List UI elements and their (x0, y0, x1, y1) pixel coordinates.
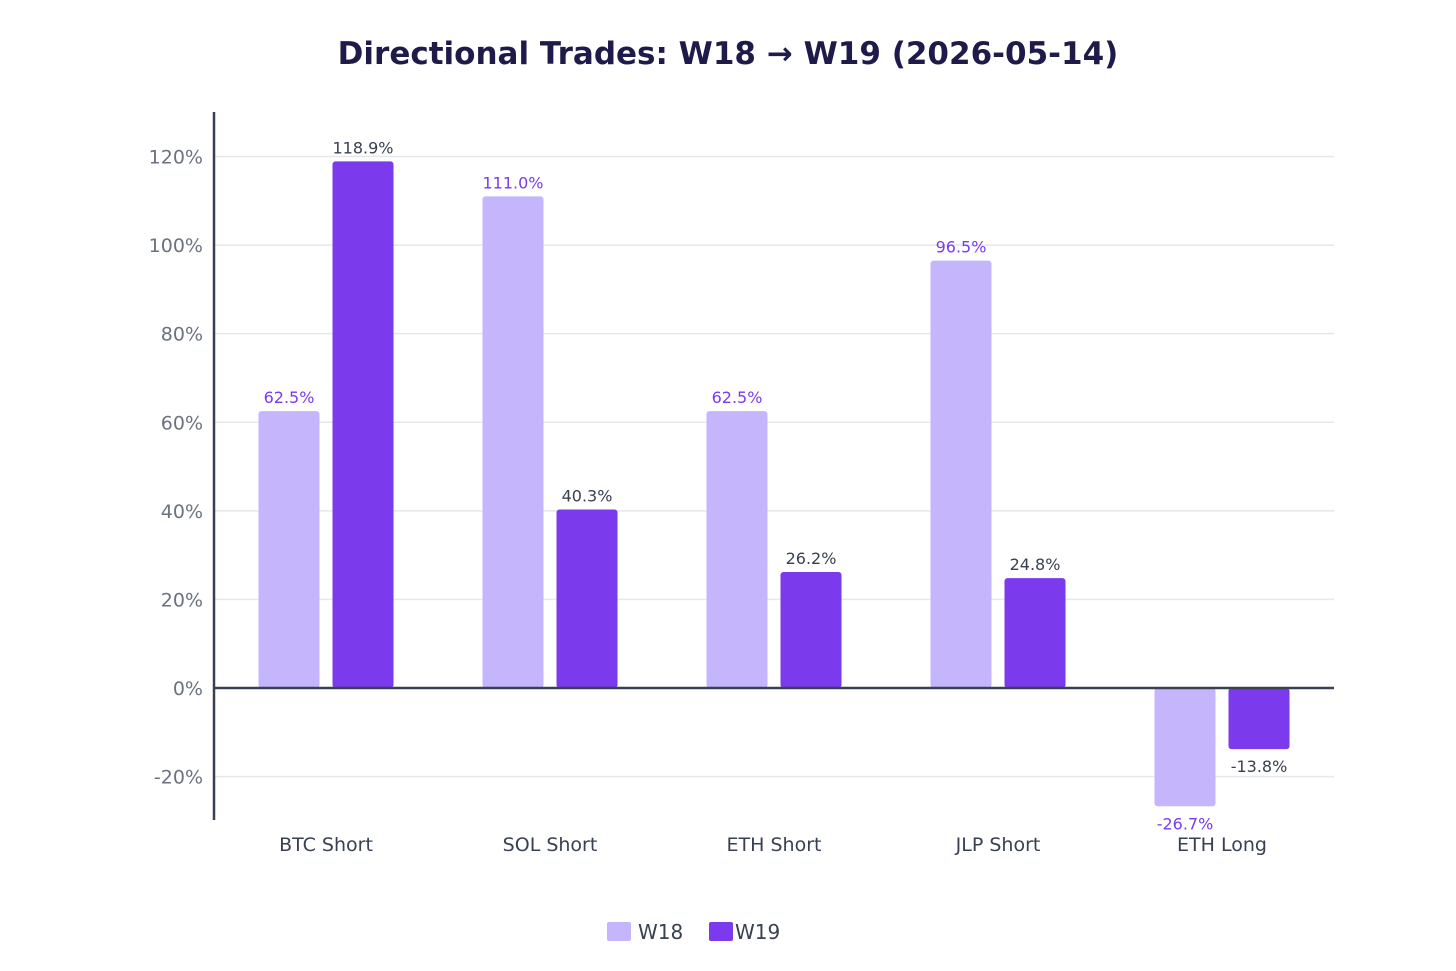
data-label: 62.5% (712, 388, 763, 407)
bar-w19 (1228, 688, 1290, 750)
legend-label-w18: W18 (638, 920, 683, 944)
bar-w19 (780, 571, 842, 688)
y-tick-label: -20% (154, 767, 203, 789)
y-tick-label: 20% (161, 589, 203, 611)
y-tick-label: 120% (149, 147, 203, 169)
y-tick-label: 0% (173, 678, 203, 700)
bar-w18 (482, 196, 544, 689)
data-label: 96.5% (936, 238, 987, 257)
data-label: -13.8% (1231, 757, 1288, 776)
y-tick-label: 60% (161, 412, 203, 434)
x-tick-label: ETH Short (727, 834, 822, 856)
bar-w18 (1154, 688, 1216, 807)
x-tick-label: JLP Short (955, 834, 1041, 856)
x-tick-label: ETH Long (1177, 834, 1267, 856)
x-tick-label: BTC Short (279, 834, 373, 856)
bar-w19 (556, 509, 618, 688)
y-tick-label: 80% (161, 324, 203, 346)
data-label: 111.0% (482, 173, 543, 192)
bar-w18 (258, 411, 320, 688)
bar-w18 (930, 260, 992, 688)
data-label: 40.3% (562, 487, 613, 506)
data-label: 26.2% (786, 549, 837, 568)
y-tick-label: 40% (161, 501, 203, 523)
legend-swatch-w19 (709, 922, 733, 941)
x-tick-label: SOL Short (503, 834, 598, 856)
bar-w19 (332, 161, 394, 689)
bar-w19 (1004, 578, 1066, 688)
data-label: 24.8% (1010, 555, 1061, 574)
legend-label-w19: W19 (735, 920, 780, 944)
y-tick-label: 100% (149, 235, 203, 257)
bar-w18 (706, 411, 768, 688)
data-label: 118.9% (332, 138, 393, 157)
legend-swatch-w18 (607, 922, 631, 941)
chart-title: Directional Trades: W18 → W19 (2026-05-1… (337, 36, 1119, 72)
data-label: 62.5% (264, 388, 315, 407)
data-label: -26.7% (1157, 814, 1214, 833)
